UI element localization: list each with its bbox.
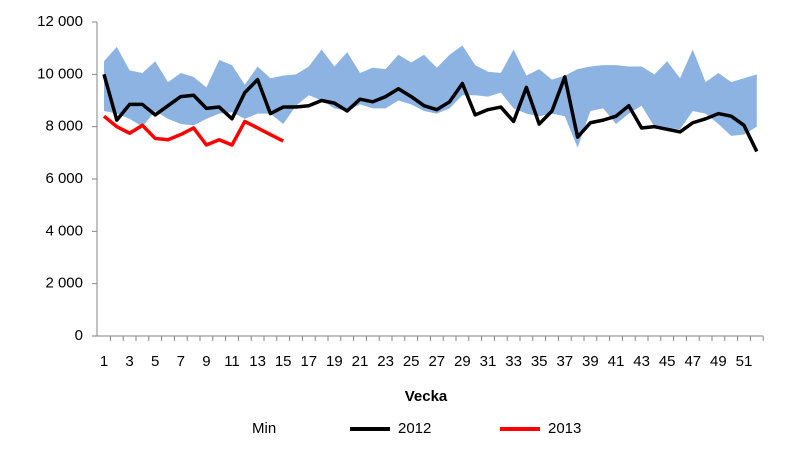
- x-tick-label: 29: [454, 353, 471, 370]
- y-tick-label: 6 000: [45, 170, 83, 187]
- y-tick-label: 2 000: [45, 275, 83, 292]
- x-tick-label: 35: [531, 353, 548, 370]
- x-tick-label: 23: [377, 353, 394, 370]
- legend-label: Min: [252, 420, 276, 437]
- area: [104, 92, 757, 337]
- x-tick-label: 9: [202, 353, 210, 370]
- x-tick-label: 15: [275, 353, 292, 370]
- x-tick-label: 5: [151, 353, 159, 370]
- x-tick-label: 41: [608, 353, 625, 370]
- legend-label: 2012: [398, 420, 431, 437]
- x-tick-label: 37: [556, 353, 573, 370]
- x-tick-label: 17: [300, 353, 317, 370]
- y-tick-label: 10 000: [37, 65, 83, 82]
- x-tick-label: 1: [100, 353, 108, 370]
- x-tick-label: 3: [125, 353, 133, 370]
- x-tick-label: 31: [480, 353, 497, 370]
- x-tick-label: 25: [403, 353, 420, 370]
- x-tick-label: 49: [710, 353, 727, 370]
- x-tick-label: 33: [505, 353, 522, 370]
- legend-swatch: [238, 423, 248, 433]
- y-tick-label: 0: [75, 327, 83, 344]
- y-tick-label: 4 000: [45, 222, 83, 239]
- x-axis-label: Vecka: [405, 388, 448, 405]
- line: [102, 73, 759, 153]
- x-tick-label: 13: [249, 353, 266, 370]
- x-tick-label: 27: [428, 353, 445, 370]
- x-tick-label: 47: [684, 353, 701, 370]
- area: [104, 45, 757, 148]
- x-tick-label: 21: [352, 353, 369, 370]
- x-tick-label: 39: [582, 353, 599, 370]
- x-tick-label: 43: [633, 353, 650, 370]
- x-tick-label: 45: [659, 353, 676, 370]
- x-tick-label: 11: [224, 353, 240, 370]
- line: [102, 114, 284, 147]
- legend-label: 2013: [548, 420, 581, 437]
- y-tick-label: 8 000: [45, 118, 83, 135]
- x-tick-label: 7: [177, 353, 185, 370]
- y-tick-label: 12 000: [37, 13, 83, 30]
- x-tick-label: 19: [326, 353, 343, 370]
- x-tick-label: 51: [736, 353, 753, 370]
